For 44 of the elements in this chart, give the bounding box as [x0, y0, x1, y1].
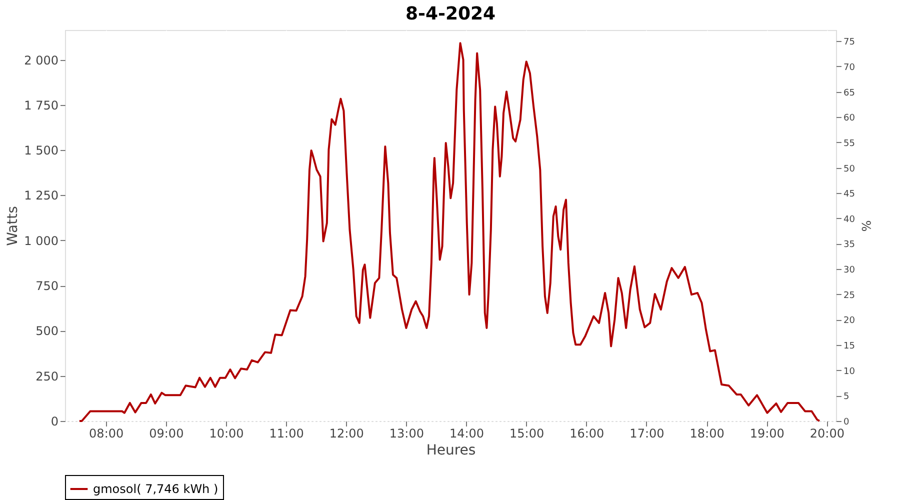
y-tick-label: 1 750 — [24, 98, 58, 112]
x-tick-label: 13:00 — [389, 426, 424, 440]
y2-tick-label: 55 — [844, 138, 855, 149]
y2-tick-label: 70 — [844, 62, 856, 73]
x-tick-label: 20:00 — [810, 426, 844, 440]
y2-tick-label: 50 — [844, 164, 856, 174]
y2-tick-label: 60 — [844, 114, 856, 124]
y2-axis-title: % — [858, 220, 873, 232]
y-tick-label: 1 500 — [24, 144, 58, 158]
x-axis-title: Heures — [426, 442, 476, 458]
y2-tick-label: 0 — [844, 418, 850, 428]
y-tick-label: 2 000 — [24, 53, 58, 68]
x-tick-label: 19:00 — [750, 426, 784, 440]
y-tick-label: 500 — [36, 324, 58, 338]
y2-tick-label: 65 — [844, 88, 855, 98]
x-tick-label: 15:00 — [510, 426, 544, 440]
legend-label: gmosol( 7,746 kWh ) — [93, 482, 218, 496]
x-tick-label: 18:00 — [690, 426, 724, 440]
x-tick-label: 08:00 — [89, 426, 124, 440]
x-tick-label: 14:00 — [449, 426, 484, 440]
y2-tick-label: 5 — [844, 392, 850, 402]
y2-tick-label: 75 — [844, 38, 855, 48]
chart-title: 8-4-2024 — [405, 3, 496, 24]
y2-tick-label: 10 — [844, 366, 856, 377]
y2-tick-label: 15 — [844, 342, 855, 352]
y2-tick-label: 25 — [844, 290, 855, 301]
x-tick-label: 12:00 — [329, 426, 364, 440]
x-tick-label: 09:00 — [149, 426, 184, 440]
x-tick-label: 17:00 — [630, 426, 664, 440]
y2-tick-label: 40 — [844, 214, 856, 225]
y2-tick-label: 20 — [844, 316, 856, 326]
x-tick-label: 11:00 — [269, 426, 304, 440]
line-series — [78, 42, 820, 422]
y2-tick-label: 35 — [844, 240, 855, 250]
y-tick-label: 0 — [50, 414, 58, 428]
y2-tick-label: 45 — [844, 190, 855, 200]
y-axis-title: Watts — [5, 206, 22, 246]
y-tick-label: 750 — [36, 279, 58, 294]
y-tick-label: 1 250 — [24, 188, 58, 203]
x-tick-label: 10:00 — [209, 426, 244, 440]
y-tick-label: 1 000 — [24, 234, 58, 248]
y-tick-label: 250 — [36, 369, 58, 384]
x-tick-label: 16:00 — [570, 426, 604, 440]
y2-tick-label: 30 — [844, 266, 856, 276]
